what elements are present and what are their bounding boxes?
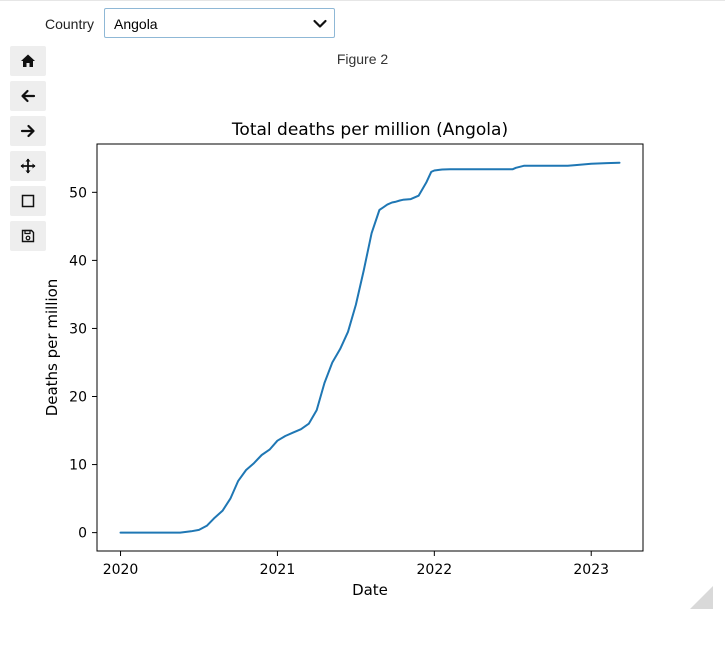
resize-handle-icon[interactable] [690,586,713,609]
x-tick-label: 2022 [417,562,453,578]
pan-button[interactable] [10,151,46,181]
home-button[interactable] [10,46,46,76]
top-divider [0,0,725,1]
y-tick-label: 10 [69,458,87,474]
x-tick-label: 2023 [573,562,609,578]
zoom-button[interactable] [10,186,46,216]
y-tick-label: 30 [69,321,87,337]
x-tick-label: 2020 [103,562,139,578]
arrow-right-icon [20,124,35,138]
chevron-down-icon [313,19,327,28]
y-tick-label: 40 [69,253,87,269]
x-tick-label: 2021 [260,562,296,578]
chart-title: Total deaths per million (Angola) [231,120,508,140]
country-select[interactable]: Angola [104,8,335,38]
arrow-left-icon [21,89,36,103]
figure-title: Figure 2 [336,51,389,67]
y-tick-label: 0 [78,526,87,542]
x-axis-label: Date [352,581,388,599]
country-label: Country [45,16,95,32]
series-line-angola [119,161,621,534]
y-axis-label: Deaths per million [43,279,61,417]
plot-frame [96,143,644,552]
back-button[interactable] [10,81,46,111]
country-select-value: Angola [114,16,158,32]
country-filter: Country Angola [0,8,725,40]
forward-button[interactable] [10,116,46,146]
y-tick-label: 50 [69,185,87,201]
move-icon [20,158,36,174]
home-icon [21,54,35,67]
y-tick-label: 20 [69,390,87,406]
zoom-rect-icon [21,194,35,208]
save-icon [21,229,35,243]
save-button[interactable] [10,221,46,251]
